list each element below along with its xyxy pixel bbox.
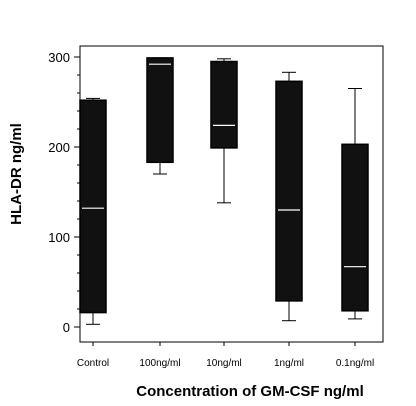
y-tick-label: 300 bbox=[48, 50, 70, 65]
box-5 bbox=[341, 88, 369, 320]
box-body bbox=[79, 99, 107, 314]
box-body bbox=[275, 80, 303, 302]
x-tick-label: 1ng/ml bbox=[274, 358, 304, 369]
y-axis-title: HLA-DR ng/ml bbox=[8, 123, 25, 225]
y-tick-label: 200 bbox=[48, 140, 70, 155]
x-tick-label: 10ng/ml bbox=[206, 358, 242, 369]
box-body bbox=[341, 143, 369, 312]
x-tick-label: Control bbox=[77, 358, 109, 369]
y-tick-label: 0 bbox=[63, 320, 70, 335]
x-tick-label: 100ng/ml bbox=[139, 358, 180, 369]
box-4 bbox=[275, 71, 303, 322]
x-axis-title: Concentration of GM-CSF ng/ml bbox=[136, 383, 363, 400]
box-1 bbox=[79, 97, 107, 325]
box-3 bbox=[210, 58, 238, 204]
box-body bbox=[146, 57, 174, 164]
box-body bbox=[210, 60, 238, 149]
box-2 bbox=[146, 57, 174, 175]
x-tick-label: 0.1ng/ml bbox=[336, 358, 374, 369]
y-tick-label: 100 bbox=[48, 230, 70, 245]
